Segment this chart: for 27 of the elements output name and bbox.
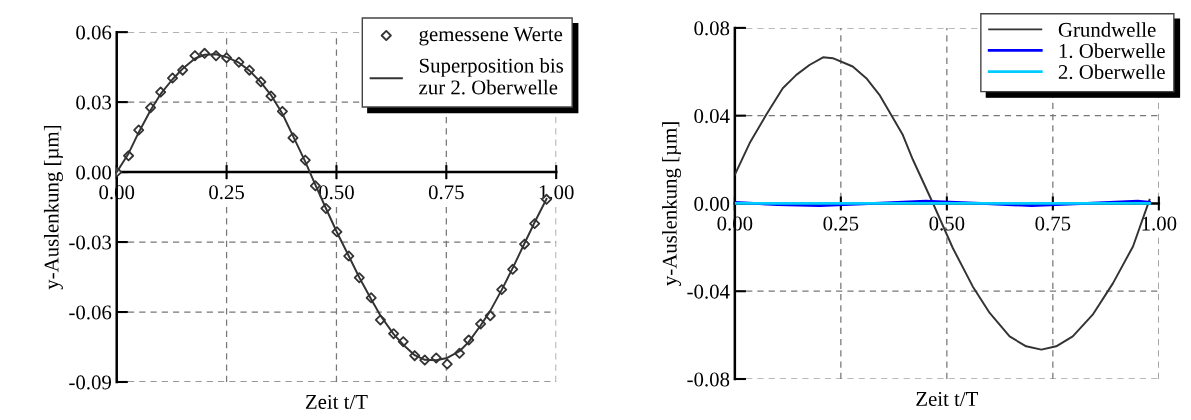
x-axis-title: Zeit t/T <box>916 391 979 406</box>
x-tick-label: 0.50 <box>319 185 354 200</box>
y-tick-label: 0.03 <box>76 95 112 110</box>
legend-label: Superposition bis zur 2. Oberwelle <box>419 57 564 95</box>
y-axis-title: y-Auslenkung [µm] <box>662 122 682 286</box>
y-tick-label: -0.04 <box>687 284 730 299</box>
y-tick-label: -0.08 <box>687 372 730 387</box>
legend-label: 2. Oberwelle <box>1058 64 1165 80</box>
y-tick-label: 0.00 <box>76 165 112 180</box>
x-axis-title: Zeit t/T <box>305 394 368 409</box>
x-tick-label: 1.00 <box>1142 216 1177 231</box>
y-tick-label: 0.04 <box>694 109 730 124</box>
x-tick-label: 0.25 <box>209 185 244 200</box>
legend-label: 1. Oberwelle <box>1059 43 1165 59</box>
y-tick-label: 0.00 <box>694 196 730 211</box>
x-tick-label: 0.75 <box>1035 216 1071 231</box>
y-tick-label: -0.09 <box>69 375 111 390</box>
legend-label: gemessene Werte <box>419 27 563 46</box>
y-tick-label: 0.06 <box>76 25 112 40</box>
x-tick-label: 0.75 <box>428 185 464 200</box>
point <box>441 358 453 370</box>
y-tick-label: -0.06 <box>69 305 112 320</box>
x-tick-label: 0.25 <box>823 216 859 231</box>
y-tick-label: 0.08 <box>694 21 730 36</box>
legend-label: Grundwelle <box>1058 22 1156 37</box>
y-axis-title: y-Auslenkung [µm] <box>43 125 63 290</box>
y-tick-label: -0.03 <box>69 235 112 250</box>
